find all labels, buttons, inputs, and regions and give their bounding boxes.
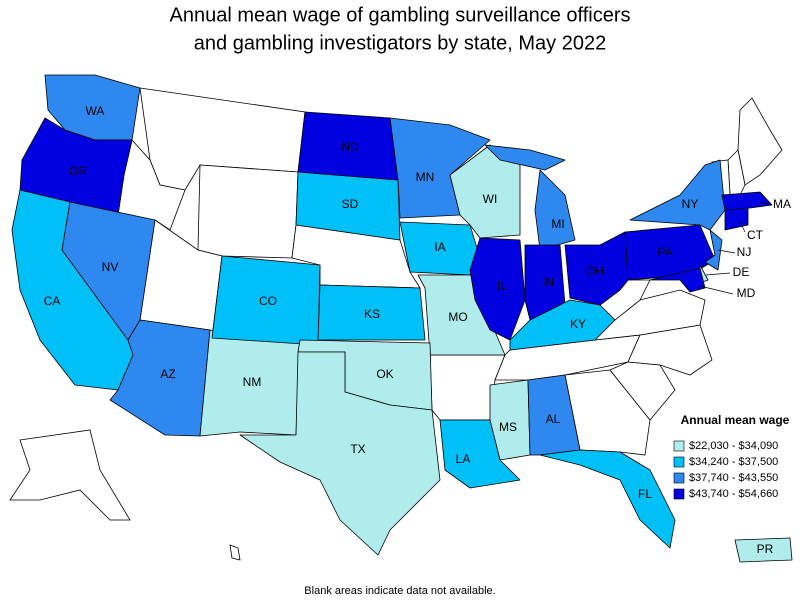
state-label: IN [542, 275, 554, 289]
state-label: FL [638, 487, 652, 501]
legend-swatch [673, 488, 685, 500]
state-label: PA [657, 245, 672, 259]
state-label: MA [773, 197, 791, 211]
title-line: and gambling investigators by state, May… [194, 32, 606, 54]
state-label: AL [546, 412, 561, 426]
legend-label: $22,030 - $34,090 [689, 440, 778, 452]
state-label: CO [259, 294, 277, 308]
state-blank [609, 361, 676, 421]
state [489, 379, 531, 461]
state-label: IL [497, 279, 507, 293]
legend-title: Annual mean wage [681, 413, 790, 427]
state [317, 284, 426, 341]
state [649, 267, 706, 293]
state [19, 117, 133, 216]
state-label: OR [69, 164, 87, 178]
state-label: MI [551, 217, 564, 231]
state-label: MD [737, 286, 756, 300]
state-blank [737, 97, 783, 186]
legend-label: $34,240 - $37,500 [689, 456, 778, 468]
state-label: MO [448, 310, 467, 324]
state [734, 537, 793, 563]
state-label: NJ [737, 245, 752, 259]
state-blank [9, 429, 131, 521]
state [469, 237, 526, 341]
state-label: MN [416, 170, 435, 184]
legend-swatch [673, 440, 685, 452]
state-blank [197, 164, 299, 259]
state-label: TX [350, 442, 365, 456]
leader-line [759, 201, 773, 206]
leader-lines [699, 201, 773, 295]
title-line: Annual mean wage of gambling surveillanc… [169, 4, 630, 26]
state-label: OH [586, 264, 604, 278]
state-label: KY [570, 317, 586, 331]
state-label: DE [733, 265, 750, 279]
legend-swatch [673, 456, 685, 468]
legend-label: $43,740 - $54,660 [689, 488, 778, 500]
state-label: PR [757, 542, 774, 556]
state-label: AZ [160, 367, 175, 381]
state-label: NM [243, 375, 262, 389]
state-label: KS [364, 307, 380, 321]
state-label: CA [44, 294, 61, 308]
state-label: CT [747, 228, 764, 242]
state-label: LA [456, 452, 471, 466]
state-label: SD [342, 197, 359, 211]
legend-swatch [673, 472, 685, 484]
state-label: WA [86, 104, 105, 118]
state [239, 351, 441, 556]
state [439, 419, 521, 489]
state [509, 299, 616, 351]
state-label: ND [341, 140, 359, 154]
legend: Annual mean wage $22,030 - $34,090 $34,24… [673, 413, 790, 500]
state-label: MS [499, 420, 517, 434]
legend-label: $37,740 - $43,550 [689, 472, 778, 484]
state [564, 231, 629, 306]
state [721, 191, 773, 211]
state-label: NV [102, 260, 119, 274]
leader-line [739, 221, 746, 233]
leader-line [717, 249, 736, 254]
state [629, 159, 726, 231]
state-label: WI [483, 192, 498, 206]
leader-line [705, 272, 731, 276]
state-label: NY [682, 197, 699, 211]
leader-line [699, 285, 734, 295]
state [539, 449, 676, 549]
footnote: Blank areas indicate data not available. [304, 585, 495, 597]
state-blank [229, 544, 241, 561]
state [624, 224, 716, 281]
blank-states [9, 87, 783, 561]
state-label: IA [434, 240, 445, 254]
state-label: OK [376, 367, 393, 381]
state [704, 229, 723, 271]
states: WA OR CA NV AZ NM CO SD ND MN IA KS MO OK TX WI MI IL IN OH… [11, 74, 793, 563]
